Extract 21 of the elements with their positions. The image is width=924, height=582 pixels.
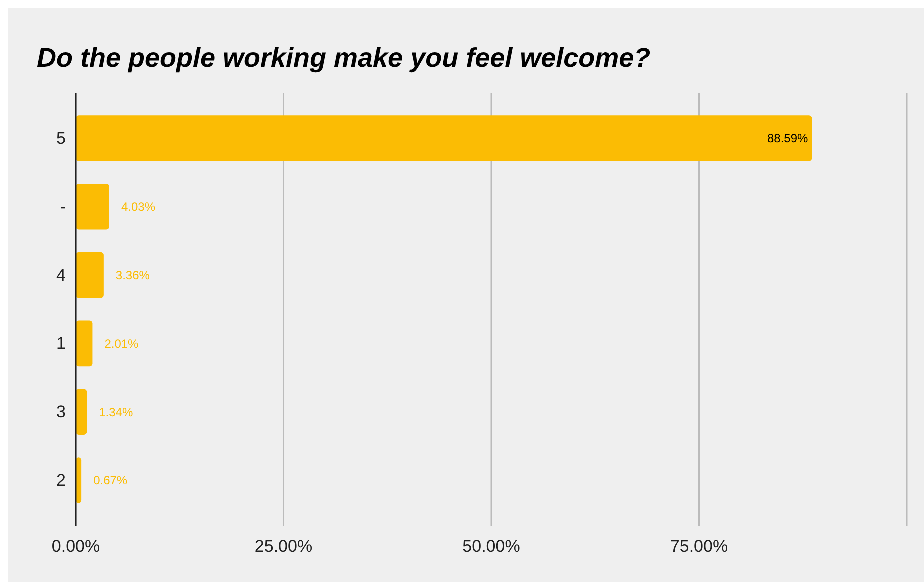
data-label: 2.01%: [104, 336, 140, 351]
x-tick-label: 75.00%: [670, 537, 728, 556]
data-label: 3.36%: [116, 268, 150, 282]
bar: [76, 252, 104, 298]
chart-title: Do the people working make you feel welcome?: [37, 43, 651, 73]
y-tick-label: 3: [56, 402, 66, 422]
data-label: 88.59%: [767, 132, 809, 146]
y-tick-label: -: [60, 197, 66, 216]
bar: [76, 320, 93, 367]
y-tick-label: 1: [56, 334, 66, 354]
data-label: 4.03%: [121, 200, 156, 214]
y-tick-label: 5: [56, 128, 66, 148]
data-label: 1.34%: [99, 405, 134, 420]
y-tick-label: 4: [56, 266, 66, 285]
bar: [76, 116, 812, 162]
bar: [76, 184, 110, 230]
x-tick-label: 0.00%: [52, 537, 100, 556]
x-tick-label: 25.00%: [254, 537, 313, 556]
x-tick-label: 50.00%: [462, 537, 520, 556]
data-label: 0.67%: [94, 474, 128, 488]
y-tick-label: 2: [56, 470, 66, 490]
